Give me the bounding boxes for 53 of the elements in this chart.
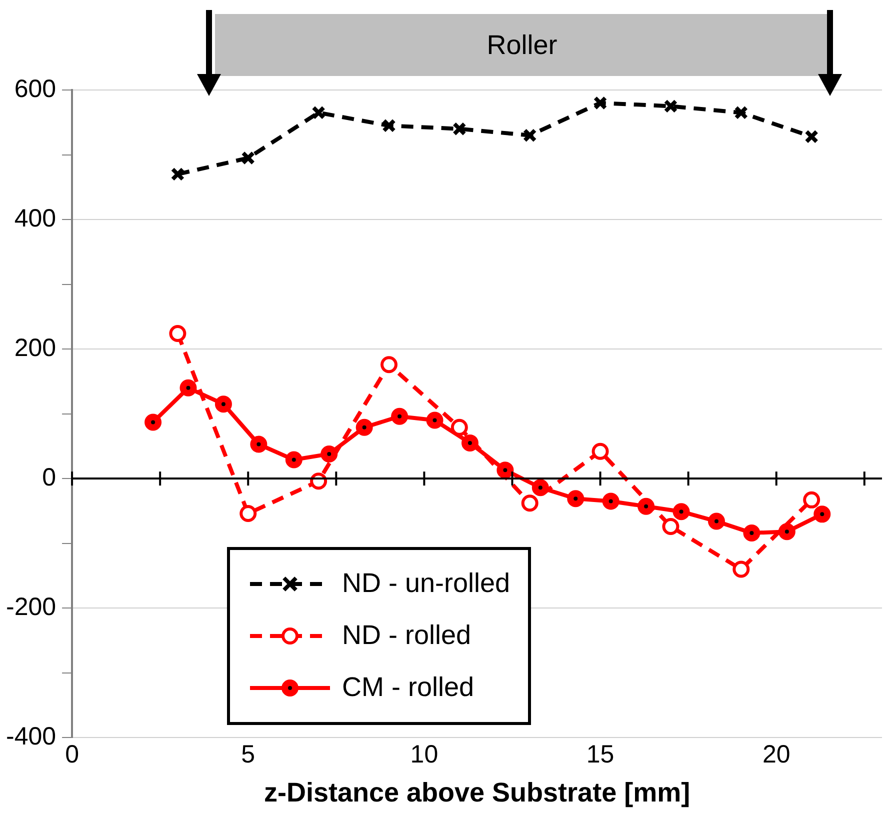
point [734,106,748,120]
x-tick-label: 20 [762,740,790,768]
point [450,418,468,436]
x-tick-label: 10 [410,740,438,768]
point [522,128,537,142]
legend-label: ND - rolled [342,620,472,652]
point [241,151,256,165]
point [814,506,831,523]
point [285,451,302,468]
point [214,396,232,413]
point [778,523,796,540]
point [391,408,408,425]
point [592,442,609,460]
y-tick-label: 200 [14,334,56,362]
point [250,436,268,453]
point [803,491,820,508]
point [170,167,185,182]
point [382,118,396,133]
y-tick-label: 0 [42,463,56,492]
point [180,379,197,396]
point [732,560,750,578]
legend-label: CM - rolled [342,672,474,704]
y-tick-label: -200 [6,592,56,621]
point [356,418,373,436]
x-tick-label: 0 [65,740,79,768]
point [743,524,760,542]
point [426,412,444,429]
point [664,99,678,114]
roller-block: Roller [215,14,829,76]
legend-label: ND - un-rolled [342,568,510,600]
point [708,512,725,530]
point [521,494,538,512]
point [452,122,466,136]
point [662,518,680,535]
y-tick-label: 600 [14,74,56,103]
x-tick-label: 15 [586,740,614,768]
point [461,434,478,452]
point [602,492,620,510]
point [312,106,326,120]
point [240,505,257,522]
x-axis-title: z-Distance above Substrate [mm] [264,777,690,808]
y-tick-label: -400 [6,722,56,750]
point [320,445,338,462]
point [593,96,608,110]
point [380,356,398,374]
x-tick-label: 5 [241,740,256,768]
point [672,503,690,520]
point [144,414,162,431]
point [169,325,186,342]
point [532,479,549,496]
point [567,490,584,508]
point [804,130,819,144]
y-tick-label: 400 [14,204,56,232]
